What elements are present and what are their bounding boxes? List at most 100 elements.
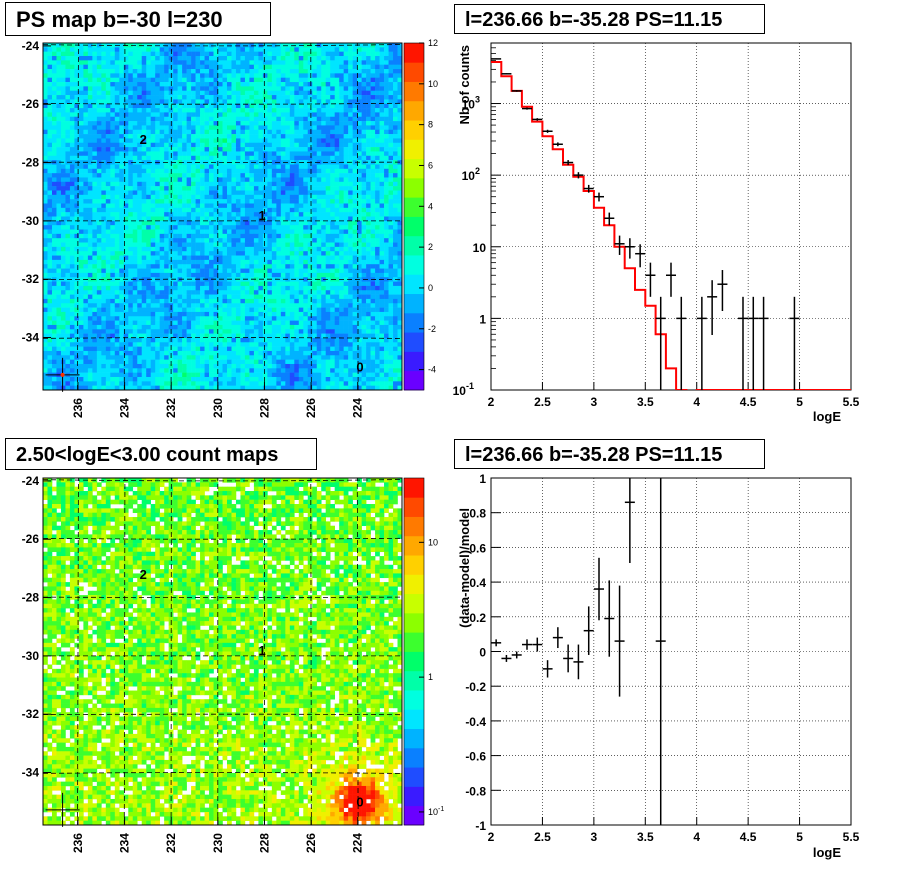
data-point bbox=[758, 296, 769, 390]
y-tick-label: -26 bbox=[22, 97, 40, 111]
residual-point bbox=[594, 557, 604, 621]
x-tick-label: 224 bbox=[351, 398, 365, 418]
colorbar-segment bbox=[404, 651, 424, 672]
coordinate-grid bbox=[42, 477, 403, 826]
grid-parallel bbox=[42, 713, 403, 716]
colorbar-segment bbox=[404, 216, 424, 237]
colorbar-segment bbox=[404, 62, 424, 82]
x-axis-label: logE bbox=[813, 845, 841, 860]
grid-meridian bbox=[123, 478, 126, 825]
count-map-colorbar: 10-1 1 10 bbox=[403, 477, 444, 826]
data-point bbox=[491, 58, 502, 60]
x-tick-label: 228 bbox=[257, 398, 271, 418]
colorbar-tick-label: -2 bbox=[428, 324, 436, 334]
colorbar-segment bbox=[404, 351, 424, 372]
coordinate-grid bbox=[42, 42, 403, 391]
x-tick-label: 5.5 bbox=[843, 395, 860, 409]
grid-parallel bbox=[42, 278, 403, 281]
grid-parallel bbox=[42, 537, 403, 540]
map-frame bbox=[42, 477, 403, 826]
colorbar-tick-label: 1 bbox=[428, 672, 433, 682]
colorbar-segment bbox=[404, 370, 424, 391]
data-point bbox=[501, 73, 512, 75]
colorbar-segment bbox=[404, 274, 424, 295]
y-tick-label: -0.4 bbox=[465, 715, 486, 729]
colorbar-segment bbox=[404, 235, 424, 256]
y-tick-label: -24 bbox=[22, 474, 40, 488]
count-map-title: 2.50<logE<3.00 count maps bbox=[5, 438, 317, 470]
colorbar-segment bbox=[404, 293, 424, 314]
data-point bbox=[614, 235, 625, 255]
colorbar-frame bbox=[403, 42, 425, 391]
data-point bbox=[532, 118, 543, 121]
colorbar-segment bbox=[404, 158, 424, 179]
colorbar-segment bbox=[404, 478, 424, 498]
y-tick-label: -1 bbox=[475, 819, 486, 833]
map-cells bbox=[43, 478, 403, 826]
y-tick-label: -24 bbox=[22, 39, 40, 53]
count-map-panel: 236 234 232 230 228 226 224 -24 -26 -28 -30 -32 -34 0… bbox=[22, 474, 403, 853]
colorbar-tick-label: 2 bbox=[428, 242, 433, 252]
y-tick-label: -28 bbox=[22, 591, 40, 605]
grid-parallel bbox=[42, 102, 403, 105]
data-point bbox=[789, 296, 800, 390]
y-tick-label: 0.4 bbox=[469, 576, 486, 590]
data-point bbox=[666, 262, 676, 297]
x-tick-label: 234 bbox=[118, 398, 132, 418]
y-tick-label: -34 bbox=[22, 766, 40, 780]
ps-map-colorbar: -4 -2 0 2 4 6 8 10 12 bbox=[403, 38, 438, 391]
colorbar-segment bbox=[404, 332, 424, 352]
y-tick-label: 0 bbox=[479, 646, 486, 660]
grid-meridian bbox=[310, 478, 312, 826]
residual-title: l=236.66 b=-35.28 PS=11.15 bbox=[454, 439, 765, 469]
data-point bbox=[573, 172, 584, 179]
grid-meridian bbox=[356, 478, 359, 825]
x-tick-label: 4 bbox=[693, 395, 700, 409]
residual-point bbox=[552, 627, 563, 649]
colorbar-segment bbox=[404, 709, 424, 730]
x-tick-label: 5.5 bbox=[843, 830, 860, 844]
x-tick-label: 3 bbox=[591, 830, 598, 844]
y-tick-label: -0.6 bbox=[465, 750, 486, 764]
x-tick-label: 2.5 bbox=[534, 830, 551, 844]
source-label: 2 bbox=[140, 567, 147, 582]
spectrum-title: l=236.66 b=-35.28 PS=11.15 bbox=[454, 4, 765, 34]
colorbar-segment bbox=[404, 574, 424, 595]
residual-point bbox=[604, 580, 615, 657]
x-tick-label: 228 bbox=[257, 833, 271, 853]
x-tick-label: 230 bbox=[211, 398, 225, 418]
x-tick-label: 4 bbox=[693, 830, 700, 844]
colorbar-tick-label: -4 bbox=[428, 365, 436, 375]
data-point bbox=[594, 192, 604, 202]
colorbar-tick-label: 0 bbox=[428, 283, 433, 293]
colorbar-segment bbox=[404, 497, 424, 517]
residual-point bbox=[511, 651, 522, 659]
source-label: 1 bbox=[259, 208, 266, 223]
data-point bbox=[604, 212, 615, 226]
data-point bbox=[645, 262, 656, 297]
ps-map-title: PS map b=-30 l=230 bbox=[5, 2, 271, 36]
y-axis-label: (data-model)/model bbox=[457, 508, 472, 628]
x-tick-label: 232 bbox=[164, 398, 178, 418]
x-tick-label: 4.5 bbox=[740, 395, 757, 409]
colorbar-segment bbox=[404, 516, 424, 537]
colorbar-segment bbox=[404, 43, 424, 63]
residual-point bbox=[624, 478, 635, 564]
grid-meridian bbox=[77, 478, 79, 826]
colorbar-segment bbox=[404, 805, 424, 826]
x-tick-label: 236 bbox=[71, 833, 85, 853]
data-point bbox=[522, 107, 532, 110]
target-marker bbox=[60, 372, 65, 377]
y-tick-label: 0.8 bbox=[469, 507, 486, 521]
grid-meridian bbox=[77, 43, 79, 391]
x-tick-label: 224 bbox=[351, 833, 365, 853]
x-tick-label: 2.5 bbox=[534, 395, 551, 409]
y-tick-label: 1 bbox=[479, 472, 486, 486]
data-point bbox=[676, 296, 687, 390]
colorbar-segment bbox=[404, 139, 424, 160]
data-point bbox=[624, 238, 635, 259]
colorbar-segment bbox=[404, 255, 424, 275]
y-tick-label: -0.8 bbox=[465, 784, 486, 798]
